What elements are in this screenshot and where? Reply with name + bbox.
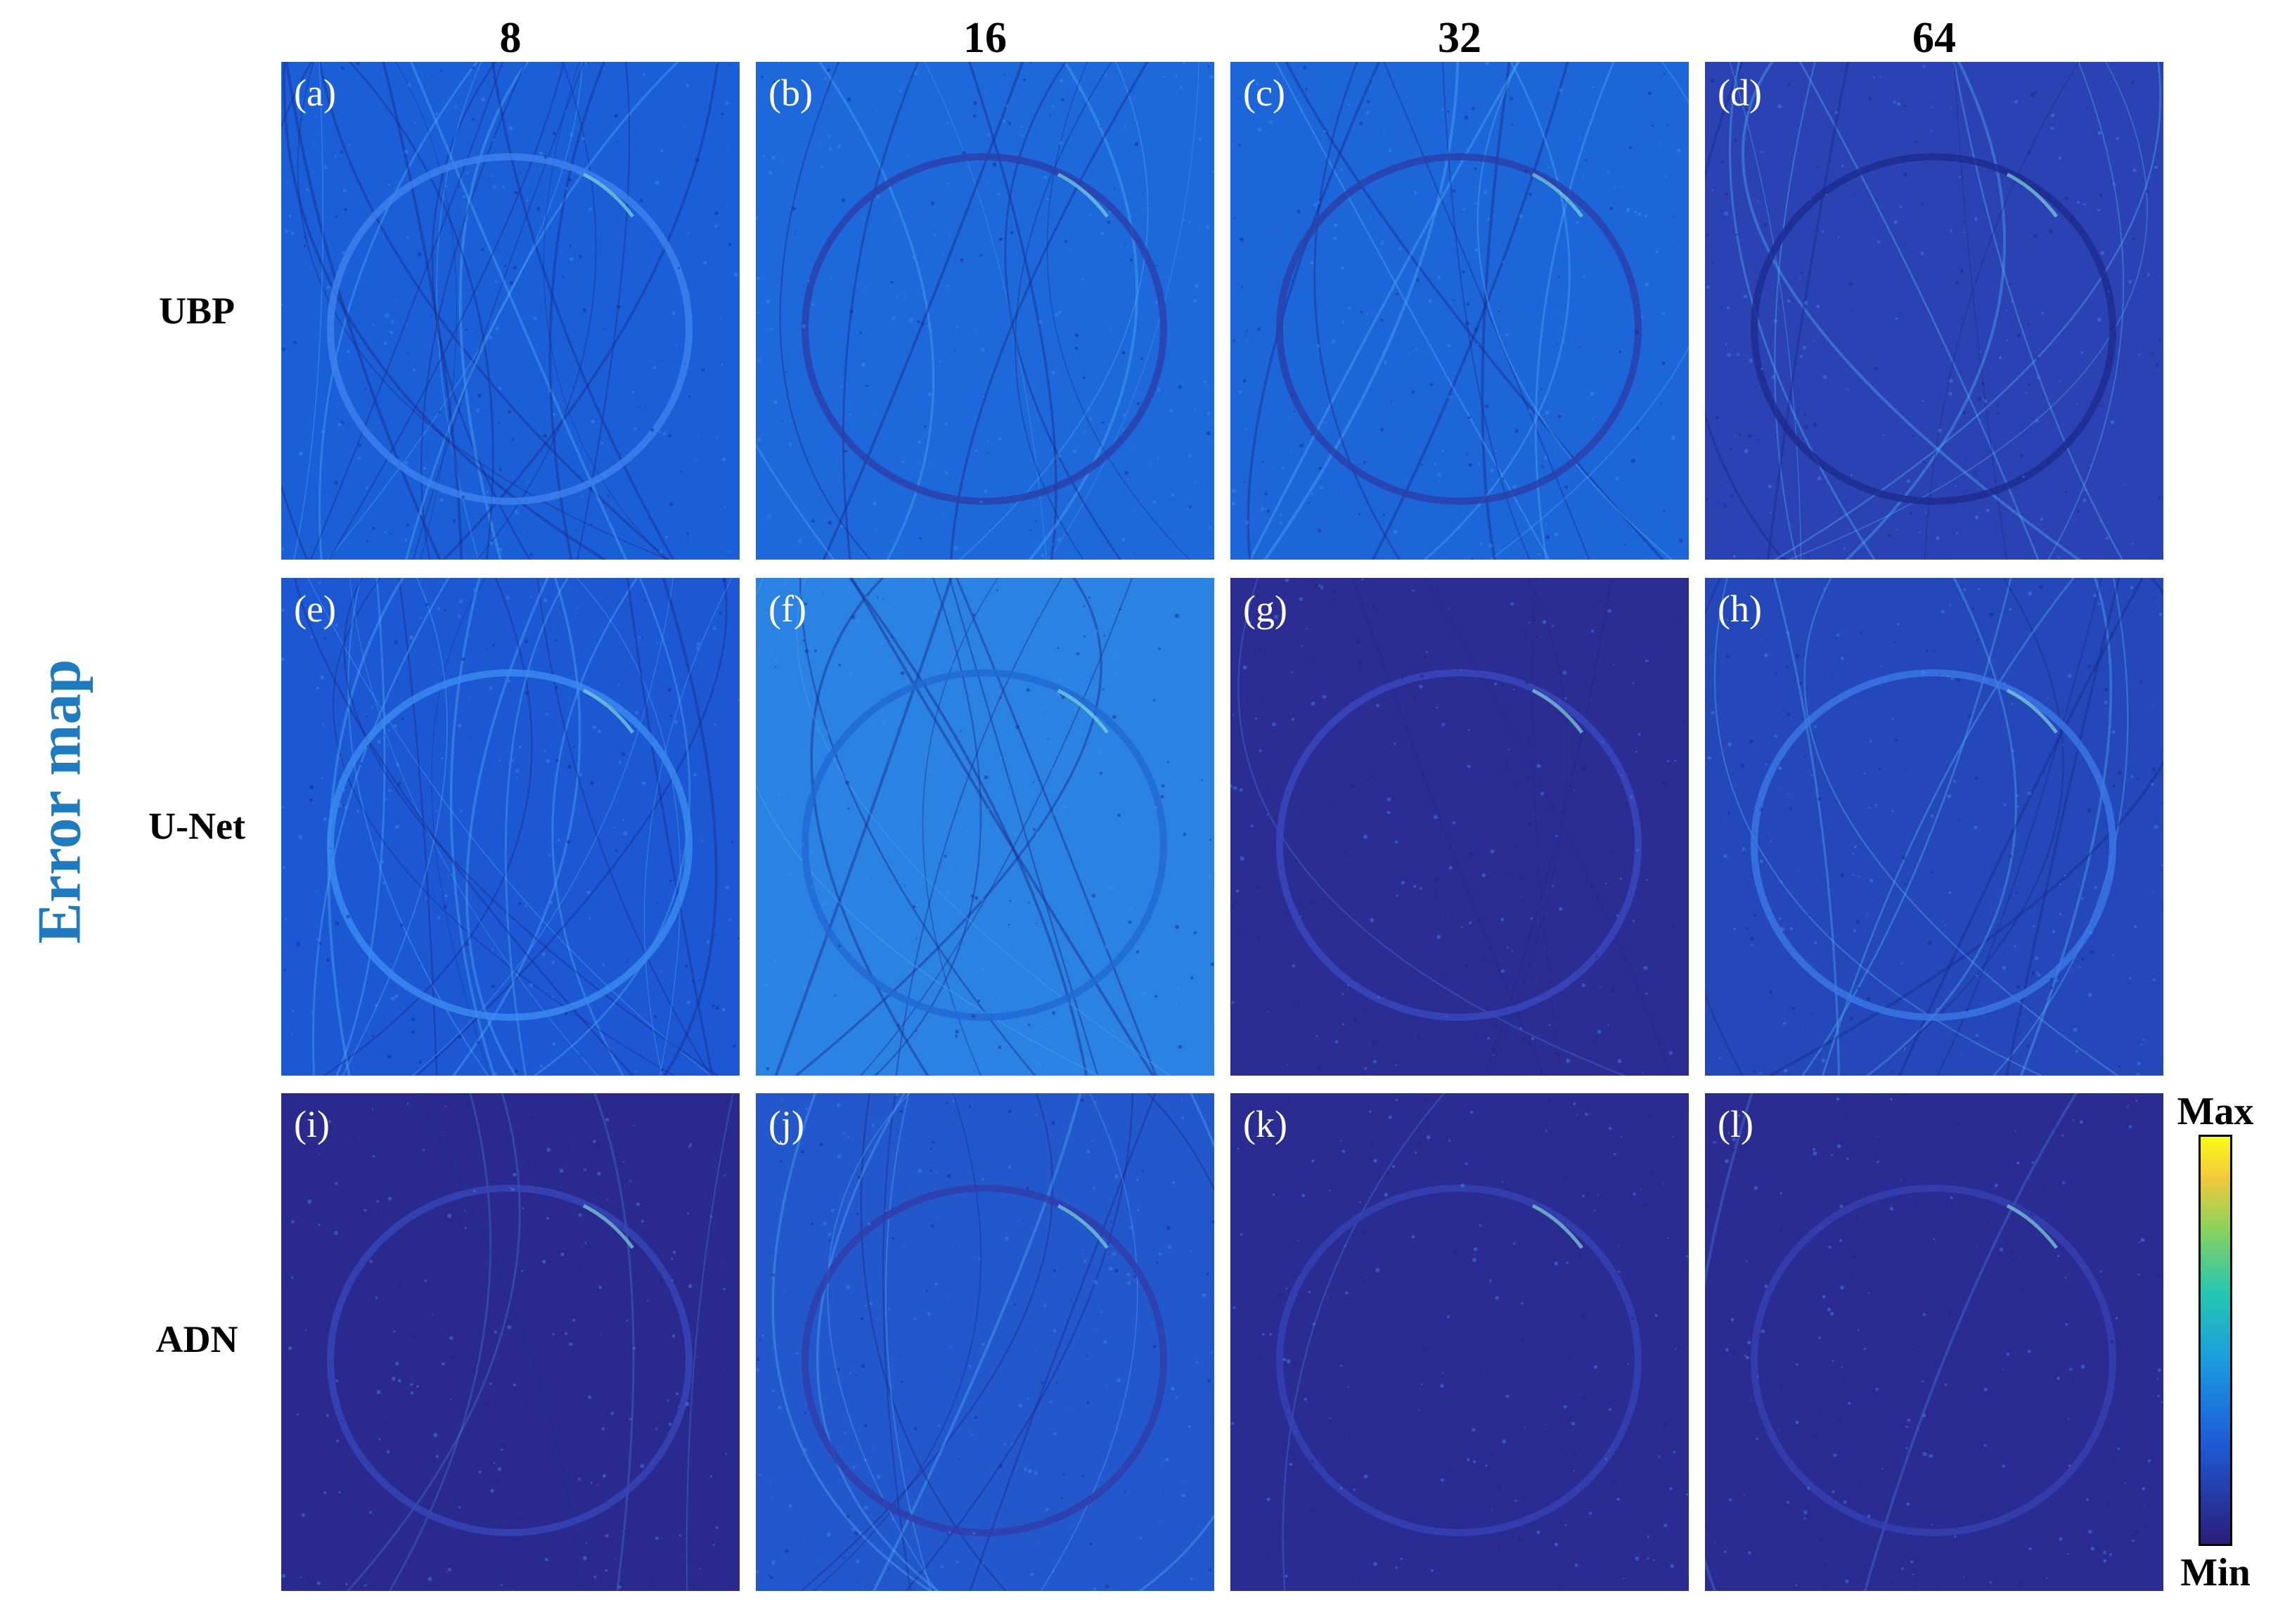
error-map-panel: (l) [1705,1093,2163,1591]
row-label-ubp: UBP [159,290,235,332]
error-map-image [756,578,1214,1076]
error-map-image [1705,578,2163,1076]
error-map-image [281,578,740,1076]
column-header-32: 32 [1438,14,1481,62]
error-map-panel: (a) [281,62,740,560]
error-map-panel: (c) [1230,62,1689,560]
panel-label: (d) [1718,72,1762,114]
error-map-panel: (j) [756,1093,1214,1591]
panel-label: (i) [294,1103,330,1145]
panel-label: (h) [1718,588,1762,630]
colorbar-min-label: Min [2180,1551,2251,1594]
error-map-image [1705,62,2162,560]
error-map-image [756,62,1214,560]
error-map-image [281,62,738,560]
error-map-panel: (h) [1705,578,2163,1076]
panel-label: (f) [768,588,806,630]
error-map-image [281,1093,734,1591]
error-map-panel: (g) [1230,578,1689,1076]
colorbar [2199,1135,2232,1546]
panel-label: (b) [768,72,813,114]
column-header-64: 64 [1912,14,1956,62]
error-map-panel: (i) [281,1093,740,1591]
error-map-image [1230,578,1687,1076]
row-label-adn: ADN [155,1318,238,1360]
row-label-unet: U-Net [148,805,245,847]
error-map-panel: (b) [756,62,1214,560]
panel-label: (e) [294,588,336,630]
error-map-image [756,1093,1214,1591]
error-map-panel: (f) [756,578,1214,1076]
panel-label: (k) [1243,1103,1287,1145]
error-map-image [1230,1093,1689,1591]
column-header-16: 16 [963,14,1007,62]
panel-label: (l) [1718,1103,1753,1145]
column-header-8: 8 [499,14,522,62]
error-map-image [1705,1093,2163,1591]
error-map-panel: (d) [1705,62,2163,560]
colorbar-max-label: Max [2177,1090,2254,1133]
error-map-panel: (k) [1230,1093,1689,1591]
panel-label: (a) [294,72,336,114]
side-title: Error map [25,659,94,944]
error-map-panel: (e) [281,578,740,1076]
error-map-image [1231,62,1689,560]
panel-label: (c) [1243,72,1285,114]
panel-label: (j) [768,1103,804,1145]
panel-label: (g) [1243,588,1287,630]
